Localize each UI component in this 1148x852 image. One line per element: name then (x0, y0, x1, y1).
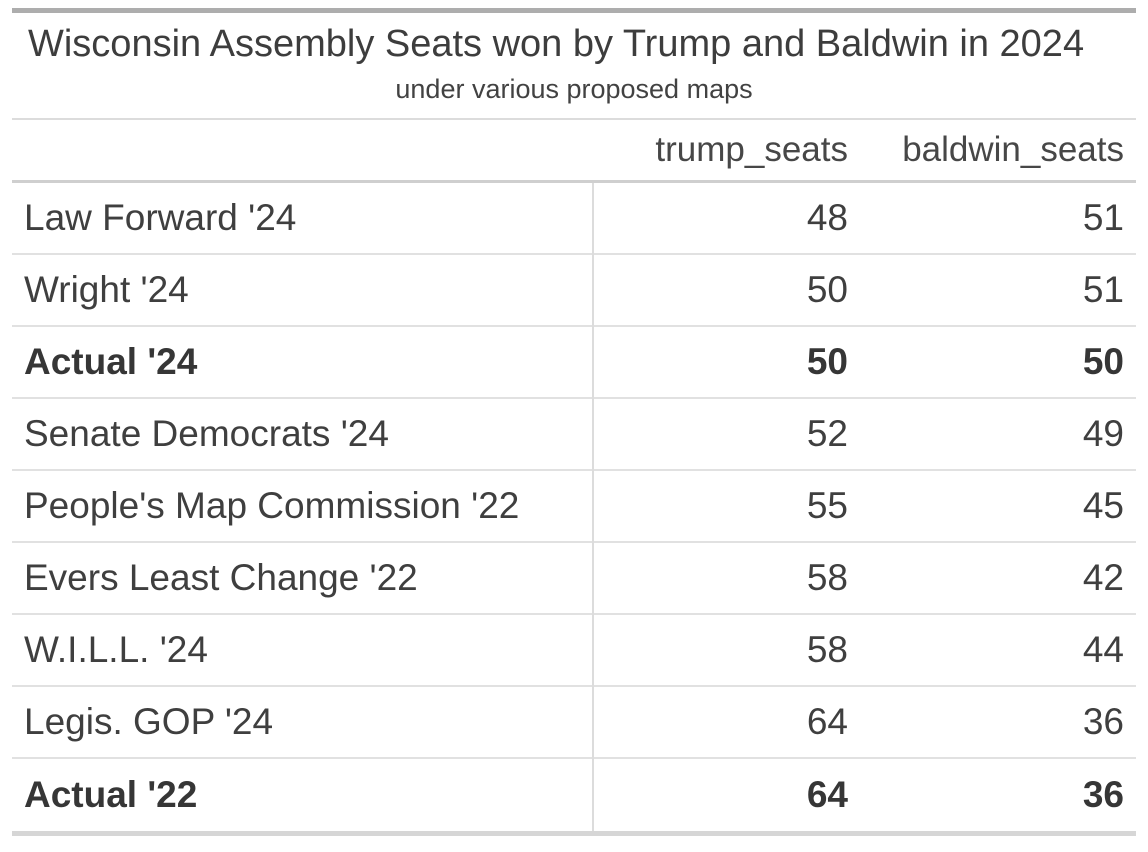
baldwin-seats-value: 51 (1082, 197, 1124, 238)
table-subtitle: under various proposed maps (395, 74, 753, 104)
trump-seats-value: 55 (806, 485, 848, 526)
column-header-row: trump_seats baldwin_seats (12, 120, 1136, 183)
table-row: Legis. GOP '24 64 36 (12, 687, 1136, 759)
table-row: Wright '24 50 51 (12, 255, 1136, 327)
trump-seats-value: 48 (806, 197, 848, 238)
baldwin-seats-value: 36 (1082, 774, 1124, 815)
table-top-rule (12, 8, 1136, 13)
row-label: Actual '24 (24, 341, 198, 382)
trump-seats-value: 50 (806, 341, 848, 382)
table-row: W.I.L.L. '24 58 44 (12, 615, 1136, 687)
trump-seats-value: 64 (806, 701, 848, 742)
stub-column-divider (592, 183, 594, 831)
baldwin-seats-value: 51 (1082, 269, 1124, 310)
column-header-baldwin-seats: baldwin_seats (902, 130, 1124, 169)
table-row: People's Map Commission '22 55 45 (12, 471, 1136, 543)
table-row: Actual '24 50 50 (12, 327, 1136, 399)
trump-seats-value: 50 (806, 269, 848, 310)
row-label: W.I.L.L. '24 (24, 629, 208, 670)
baldwin-seats-value: 36 (1082, 701, 1124, 742)
baldwin-seats-value: 45 (1082, 485, 1124, 526)
table-row: Evers Least Change '22 58 42 (12, 543, 1136, 615)
row-label: Evers Least Change '22 (24, 557, 418, 598)
row-label: Legis. GOP '24 (24, 701, 274, 742)
trump-seats-value: 64 (806, 774, 848, 815)
row-label: Wright '24 (24, 269, 189, 310)
baldwin-seats-value: 42 (1082, 557, 1124, 598)
baldwin-seats-value: 49 (1082, 413, 1124, 454)
table-body: Law Forward '24 48 51 Wright '24 50 51 A… (12, 183, 1136, 831)
trump-seats-value: 58 (806, 629, 848, 670)
table-heading: Wisconsin Assembly Seats won by Trump an… (12, 13, 1136, 120)
table-row: Law Forward '24 48 51 (12, 183, 1136, 255)
column-header-trump-seats: trump_seats (655, 130, 848, 169)
row-label: Senate Democrats '24 (24, 413, 389, 454)
table-row: Senate Democrats '24 52 49 (12, 399, 1136, 471)
row-label: People's Map Commission '22 (24, 485, 520, 526)
table-title: Wisconsin Assembly Seats won by Trump an… (28, 23, 1085, 65)
row-label: Law Forward '24 (24, 197, 297, 238)
row-label: Actual '22 (24, 774, 198, 815)
trump-seats-value: 52 (806, 413, 848, 454)
seats-table: Wisconsin Assembly Seats won by Trump an… (12, 8, 1136, 836)
baldwin-seats-value: 50 (1082, 341, 1124, 382)
table-bottom-rule (12, 831, 1136, 836)
trump-seats-value: 58 (806, 557, 848, 598)
baldwin-seats-value: 44 (1082, 629, 1124, 670)
table-row: Actual '22 64 36 (12, 759, 1136, 831)
